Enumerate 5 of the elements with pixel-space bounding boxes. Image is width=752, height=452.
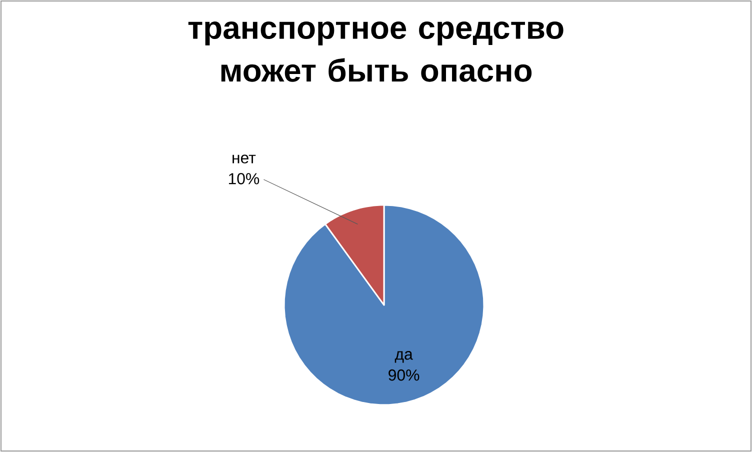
slice-label: нет xyxy=(232,154,256,164)
data-label: 10% xyxy=(228,173,260,184)
slice-label: да xyxy=(394,351,413,363)
chart-title: транспортное средство может быть опасно xyxy=(188,22,564,82)
data-label: 90% xyxy=(388,369,420,381)
